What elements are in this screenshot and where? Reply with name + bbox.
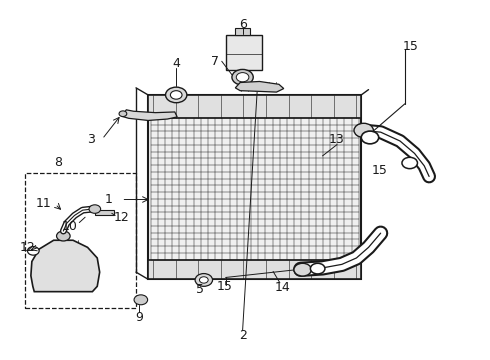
Circle shape (310, 263, 325, 274)
Circle shape (166, 87, 187, 103)
Bar (225, 35, 262, 70)
Polygon shape (31, 240, 99, 292)
Circle shape (402, 157, 417, 168)
Text: 1: 1 (104, 193, 112, 206)
Polygon shape (235, 81, 284, 92)
Text: 3: 3 (87, 133, 95, 146)
Circle shape (89, 205, 100, 213)
Circle shape (56, 231, 70, 241)
Text: 15: 15 (372, 164, 388, 177)
Circle shape (232, 69, 253, 85)
Text: 15: 15 (217, 280, 233, 293)
Bar (95, 210, 114, 215)
Text: 11: 11 (36, 197, 52, 210)
Bar (148, 260, 361, 279)
Bar (235, 28, 250, 35)
Text: 6: 6 (239, 18, 246, 31)
Circle shape (134, 295, 147, 305)
Circle shape (119, 111, 127, 117)
Text: 9: 9 (135, 311, 144, 324)
Bar (24, 173, 136, 307)
Text: 12: 12 (114, 211, 129, 224)
Circle shape (294, 263, 311, 276)
Circle shape (361, 131, 379, 144)
Bar (148, 95, 361, 118)
Bar (148, 95, 361, 279)
Text: 4: 4 (172, 57, 180, 70)
Text: 14: 14 (275, 280, 291, 293)
Text: 10: 10 (62, 220, 77, 233)
Text: 15: 15 (403, 40, 418, 53)
Polygon shape (122, 110, 177, 121)
Circle shape (27, 247, 39, 255)
Text: 8: 8 (54, 157, 63, 170)
Text: 2: 2 (239, 329, 246, 342)
Circle shape (199, 277, 208, 283)
Text: 13: 13 (329, 133, 345, 146)
Text: 7: 7 (211, 55, 219, 68)
Circle shape (195, 274, 213, 286)
Text: 5: 5 (196, 283, 204, 296)
Circle shape (171, 91, 182, 99)
Circle shape (354, 123, 373, 138)
Circle shape (236, 73, 249, 82)
Text: 12: 12 (20, 241, 36, 254)
